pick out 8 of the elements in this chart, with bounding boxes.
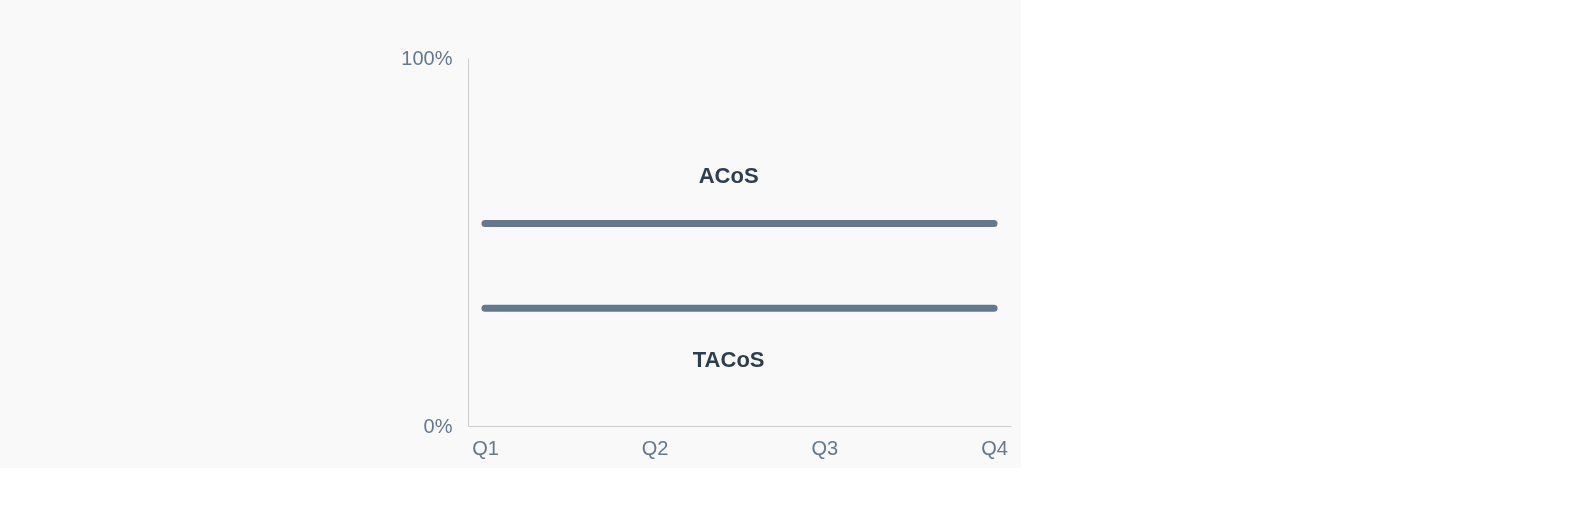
y-tick-label: 100% xyxy=(401,46,453,69)
x-tick-label: Q1 xyxy=(472,436,499,459)
series-label: ACoS xyxy=(698,162,759,188)
series-label: TACoS xyxy=(692,347,765,373)
x-tick-label: Q4 xyxy=(981,436,1008,459)
x-tick-label: Q3 xyxy=(811,436,839,459)
x-tick-label: Q2 xyxy=(641,436,669,459)
y-tick-label: 0% xyxy=(423,414,453,437)
